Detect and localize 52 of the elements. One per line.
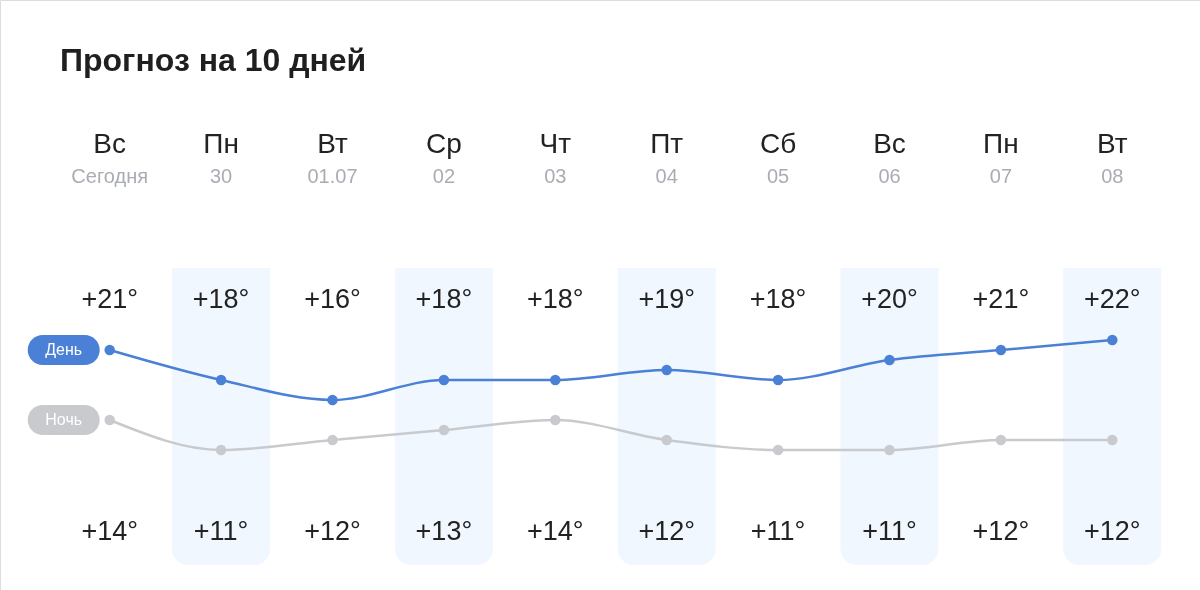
data-label: +22° [1084,284,1141,314]
data-label: +12° [638,516,695,546]
data-label: +21° [81,284,138,314]
category-label: Пт 04 [650,128,684,187]
point [550,414,561,426]
data-label: +18° [192,284,250,314]
point [995,344,1007,356]
point [215,444,227,456]
data-label: +12° [304,516,361,546]
point [884,354,895,366]
data-label: +18° [749,284,807,314]
data-label: +12° [1084,516,1141,546]
category-label: Вт 01.07 [307,128,358,187]
data-label: +11° [862,516,917,546]
category-label: Чт 03 [539,128,572,187]
category-label: Вс Сегодня [71,128,149,187]
data-label: +13° [415,516,473,546]
data-label: +11° [750,516,806,546]
series-label: День [45,341,83,358]
category-label: Вс 06 [873,128,906,187]
point [104,344,115,356]
data-label: +21° [972,284,1030,314]
point [884,444,895,456]
point [327,434,338,446]
data-label: +19° [638,284,695,314]
data-label: +12° [972,516,1030,546]
point [550,374,561,386]
data-label: +16° [304,284,361,314]
data-label: +18° [527,284,584,314]
point [1107,434,1118,446]
point [661,434,672,446]
point [661,364,672,376]
category-label: Сб 05 [759,128,797,187]
data-label: +20° [861,284,918,314]
point [438,374,450,386]
point [327,394,338,406]
data-label: +11° [193,516,249,546]
point [1107,334,1118,346]
point [215,374,227,386]
data-label: +14° [527,516,584,546]
point [104,414,115,426]
data-label: +18° [415,284,473,314]
data-label: +14° [81,516,138,546]
category-label: Ср 02 [426,128,462,187]
point [438,424,450,436]
point [995,434,1007,446]
point [772,444,784,456]
category-label: Пн 07 [983,128,1019,187]
category-label: Пн 30 [203,128,239,187]
point [772,374,784,386]
chart-title: Прогноз на 10 дней [60,42,367,78]
category-label: Вт 08 [1097,128,1128,187]
